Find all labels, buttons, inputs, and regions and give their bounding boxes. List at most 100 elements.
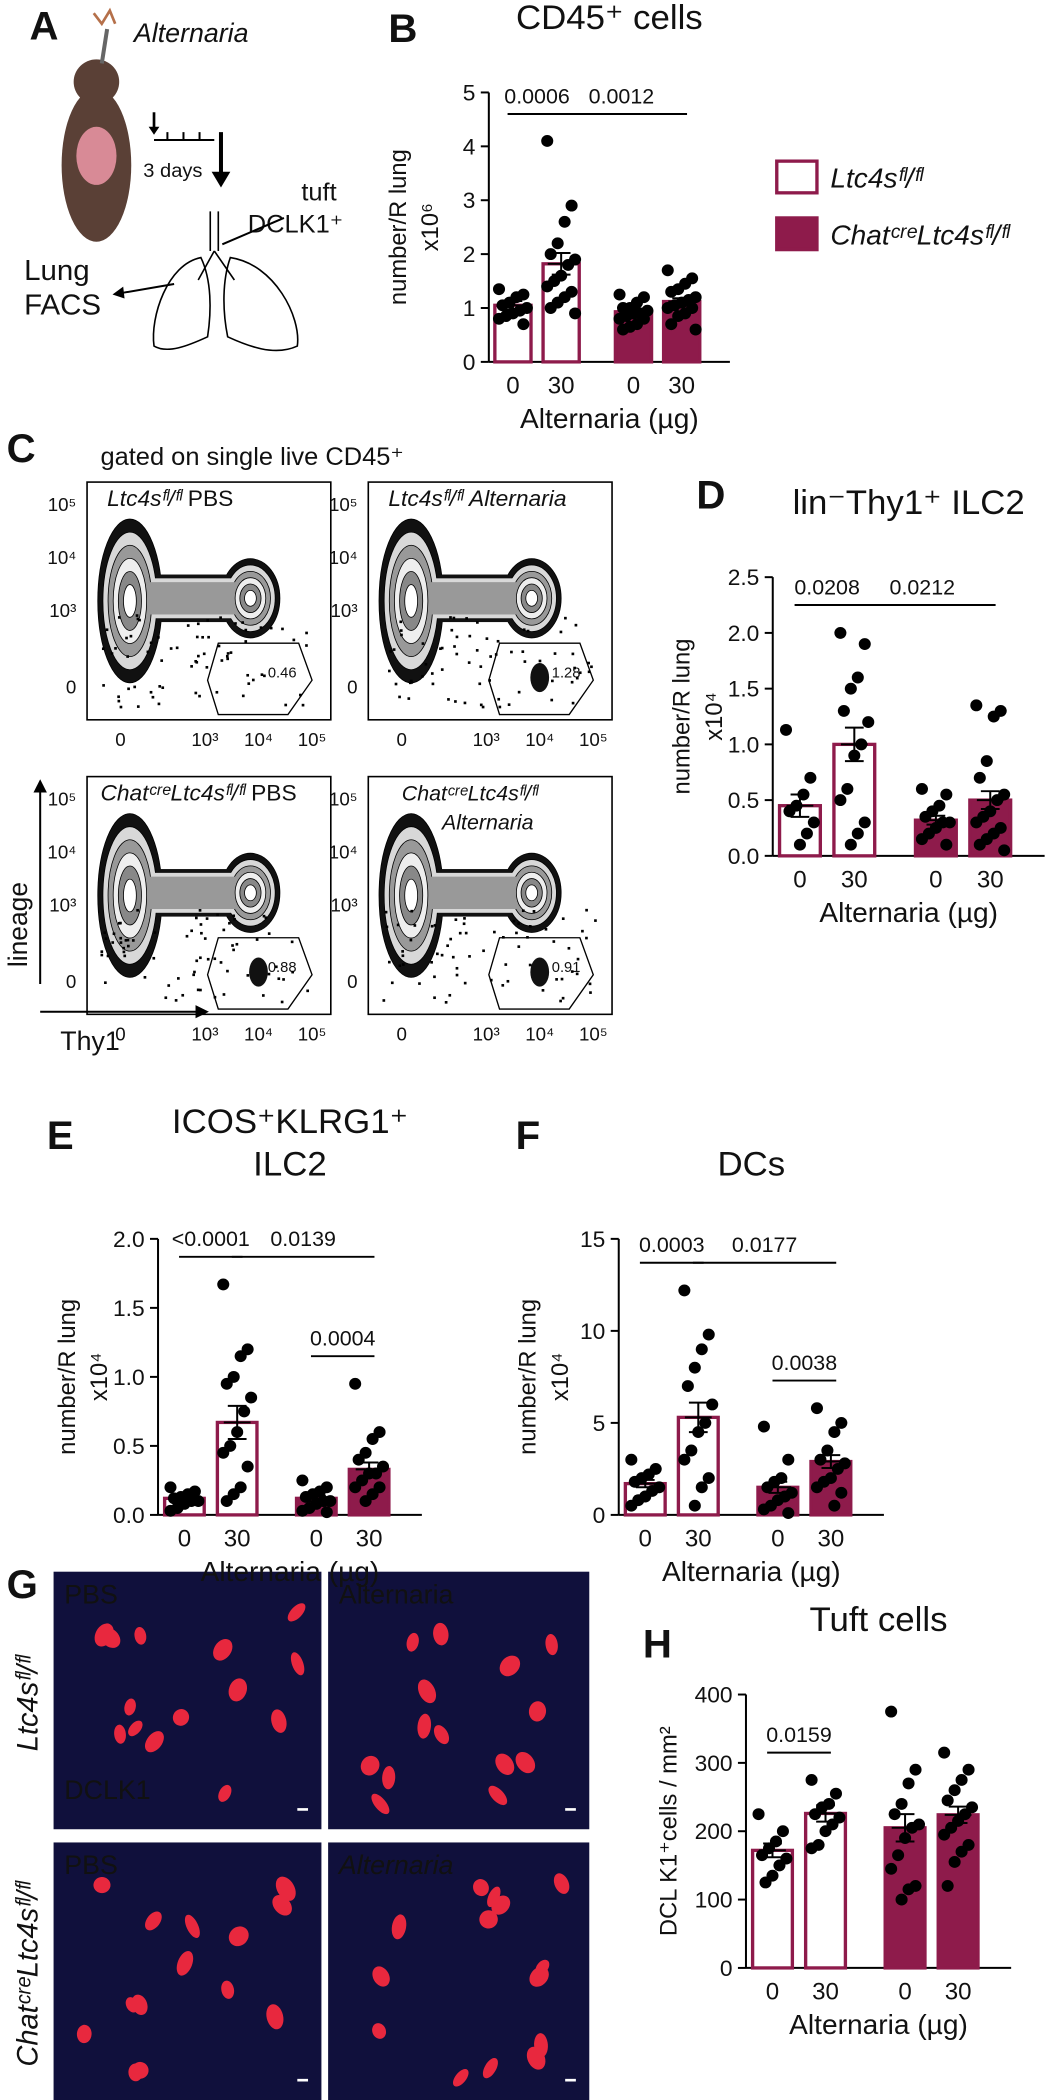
data-point	[858, 816, 871, 829]
x-axis-label: Alternaria (µg)	[662, 1556, 841, 1587]
data-point	[782, 1507, 795, 1520]
facs-label: FACS	[24, 290, 101, 322]
event-dot	[117, 695, 120, 699]
event-dot	[169, 647, 173, 650]
stained-cell	[360, 1755, 380, 1776]
contour-bridge	[140, 876, 242, 909]
event-dot	[454, 700, 457, 703]
event-dot	[475, 649, 479, 652]
data-point	[987, 710, 1000, 723]
y-tick-label: 0	[720, 1956, 733, 1981]
x-axis-label: Thy1	[60, 1026, 120, 1056]
event-dot	[467, 661, 471, 664]
p-value: 0.0208	[794, 576, 859, 600]
y-tick-label: 2.0	[113, 1227, 145, 1252]
event-dot	[110, 652, 114, 655]
y-tick-label: 1.0	[113, 1365, 145, 1390]
genotype: Ltc4sᶠˡ/ᶠˡ	[388, 486, 464, 511]
event-dot	[532, 910, 536, 913]
chart: E ICOS⁺KLRG1⁺ ILC2 number/R lung x10⁴ 0.0 0.5 1…	[47, 1103, 422, 1587]
stained-cell	[184, 1914, 200, 1938]
y-tick-label: 0	[593, 1503, 606, 1528]
y-tick-label: 400	[695, 1683, 733, 1708]
event-dot	[410, 909, 414, 913]
event-dot	[515, 931, 518, 935]
event-dot	[231, 944, 234, 947]
event-dot	[453, 645, 456, 648]
y-tick-label: 10³	[330, 600, 357, 621]
event-dot	[255, 938, 259, 941]
event-dot	[479, 665, 483, 668]
event-dot	[576, 957, 580, 961]
data-point	[366, 1433, 379, 1445]
gating-label: gated on single live CD45⁺	[100, 443, 403, 471]
y-axis-label: x10⁴	[547, 1353, 574, 1402]
p-value: 0.0212	[890, 576, 955, 600]
data-point	[245, 1391, 258, 1404]
data-point	[895, 1797, 908, 1810]
event-dot	[206, 957, 210, 961]
event-dot	[199, 923, 203, 926]
data-point	[940, 838, 953, 851]
row-label: Ltc4sᶠˡ/ᶠˡ	[12, 1654, 44, 1751]
event-dot	[194, 659, 198, 663]
x-tick-label: 0	[178, 1526, 191, 1553]
stain-label: DCLK1	[64, 1775, 150, 1805]
contour-bridge	[140, 582, 242, 615]
event-dot	[481, 705, 485, 709]
event-dot	[594, 919, 597, 922]
event-dot	[305, 631, 308, 635]
event-dot	[117, 616, 121, 619]
mouse-head	[73, 59, 120, 105]
event-dot	[112, 932, 116, 936]
event-dot	[292, 638, 296, 642]
data-point	[948, 1856, 961, 1868]
y-tick-label: 10³	[330, 894, 357, 915]
event-dot	[528, 925, 532, 928]
error-bar	[302, 1494, 330, 1503]
event-dot	[398, 695, 401, 699]
contour-ring	[404, 584, 418, 618]
event-dot	[551, 679, 554, 683]
image-label: Alternaria	[339, 1580, 454, 1610]
stained-cell	[275, 1876, 296, 1901]
x-tick-label: 30	[668, 373, 695, 400]
event-dot	[299, 693, 302, 697]
gate-percent: 0.46	[268, 666, 297, 682]
error-bar	[668, 297, 696, 306]
data-point	[998, 844, 1011, 857]
data-point	[695, 1343, 708, 1356]
y-tick-label: 1	[463, 296, 476, 321]
x-tick-label: 30	[812, 1979, 839, 2006]
event-dot	[192, 973, 196, 977]
event-dot	[219, 616, 222, 620]
event-dot	[570, 680, 574, 684]
x-tick-label: 0	[793, 867, 806, 894]
y-tick-label: 0.5	[113, 1434, 145, 1459]
y-tick-label: 4	[463, 134, 476, 159]
error-bar	[499, 300, 527, 311]
event-dot	[151, 695, 155, 699]
gate	[206, 642, 313, 716]
pipette	[99, 28, 110, 64]
event-dot	[222, 928, 226, 932]
stained-cell	[417, 1679, 437, 1704]
data-point	[569, 307, 582, 320]
contour-bridge	[421, 582, 523, 615]
event-dot	[552, 940, 556, 943]
data-point	[915, 783, 928, 795]
data-point	[661, 302, 674, 314]
event-dot	[215, 690, 219, 694]
event-dot	[190, 665, 193, 668]
data-point	[805, 1774, 818, 1786]
error-bar	[786, 793, 814, 818]
data-point	[834, 794, 847, 807]
data-point	[851, 827, 864, 840]
event-dot	[102, 684, 105, 687]
event-dot	[202, 652, 206, 656]
event-dot	[401, 963, 405, 966]
p-value: 0.0139	[270, 1227, 335, 1251]
event-dot	[234, 622, 237, 625]
